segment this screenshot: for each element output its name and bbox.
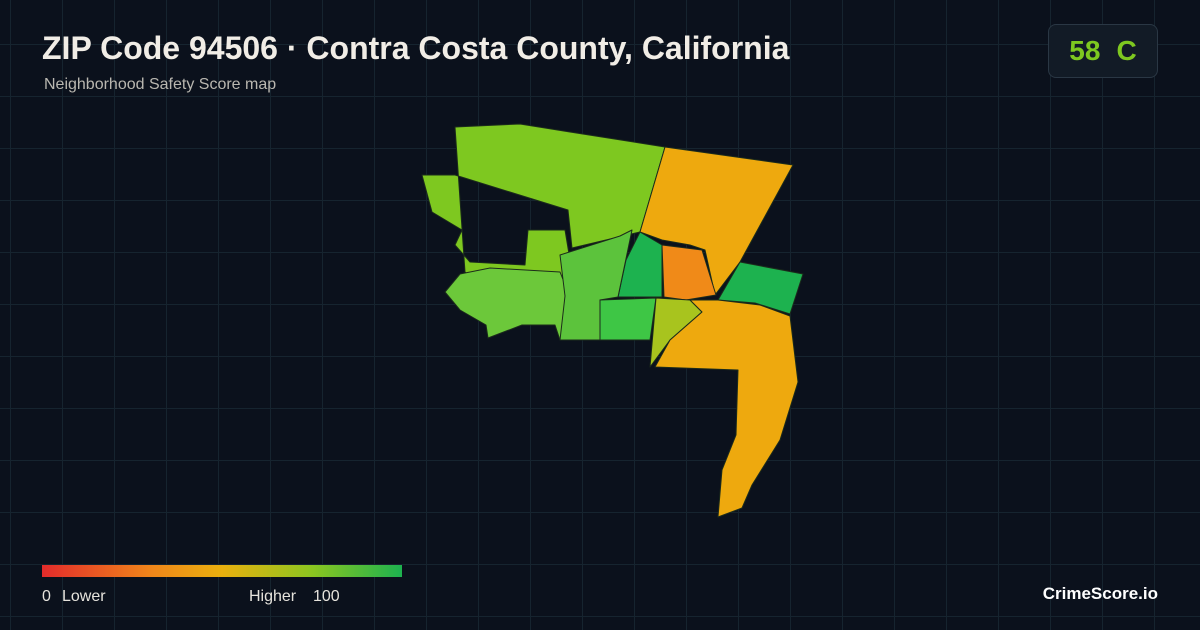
region (617, 231, 663, 298)
score-badge: 58 C (1048, 24, 1158, 78)
region (444, 267, 571, 341)
subtitle: Neighborhood Safety Score map (44, 76, 277, 93)
legend-min-label: Lower (62, 588, 106, 605)
score-value: 58 (1069, 35, 1101, 66)
brand: CrimeScore.io (1042, 584, 1158, 603)
region (599, 297, 657, 341)
legend-max-label: Higher (249, 588, 297, 605)
region (639, 146, 794, 296)
region (717, 261, 804, 315)
legend-gradient (42, 565, 402, 577)
region (654, 299, 799, 518)
legend-max: 100 (313, 588, 340, 605)
region (661, 244, 717, 301)
score-grade: C (1116, 35, 1137, 66)
legend-min: 0 (42, 588, 51, 605)
title: ZIP Code 94506 · Contra Costa County, Ca… (42, 30, 790, 66)
